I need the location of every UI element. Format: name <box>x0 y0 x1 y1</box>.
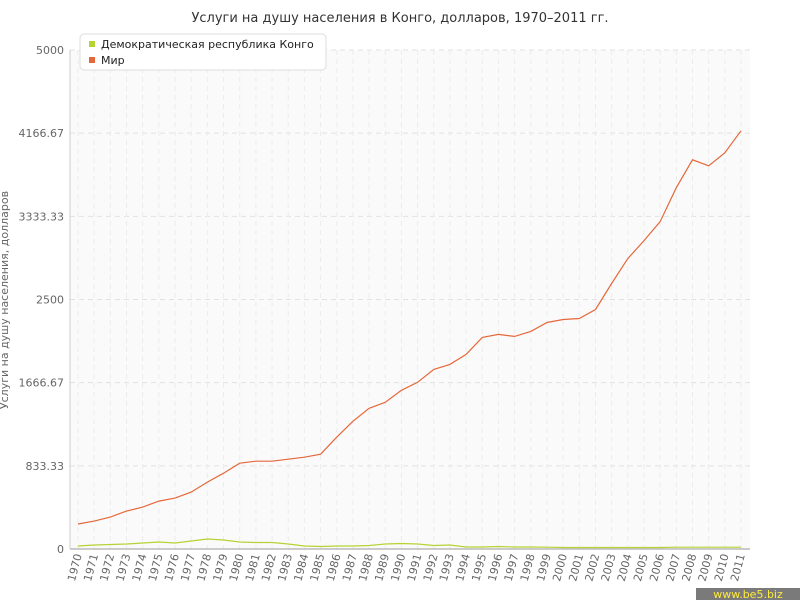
watermark-bg <box>696 588 800 600</box>
legend-swatch <box>89 57 95 63</box>
watermark: www.be5.biz <box>713 588 783 600</box>
y-tick-label: 833.33 <box>26 460 65 473</box>
legend-swatch <box>89 41 95 47</box>
y-axis-label: Услуги на душу населения, долларов <box>0 191 11 409</box>
y-tick-label: 5000 <box>36 44 64 57</box>
y-tick-label: 2500 <box>36 294 64 307</box>
y-tick-label: 4166.67 <box>19 127 65 140</box>
series-line <box>77 538 741 549</box>
y-tick-label: 3333.33 <box>19 210 65 223</box>
legend-box <box>79 33 327 71</box>
y-tick-label: 1666.67 <box>19 377 65 390</box>
legend-label: Демократическая республика Конго <box>101 38 314 51</box>
chart-title: Услуги на душу населения в Конго, доллар… <box>191 11 608 26</box>
y-tick-label: 0 <box>57 543 64 556</box>
series-line <box>77 130 742 525</box>
plot-area <box>70 50 750 549</box>
legend-label: Мир <box>101 54 125 67</box>
